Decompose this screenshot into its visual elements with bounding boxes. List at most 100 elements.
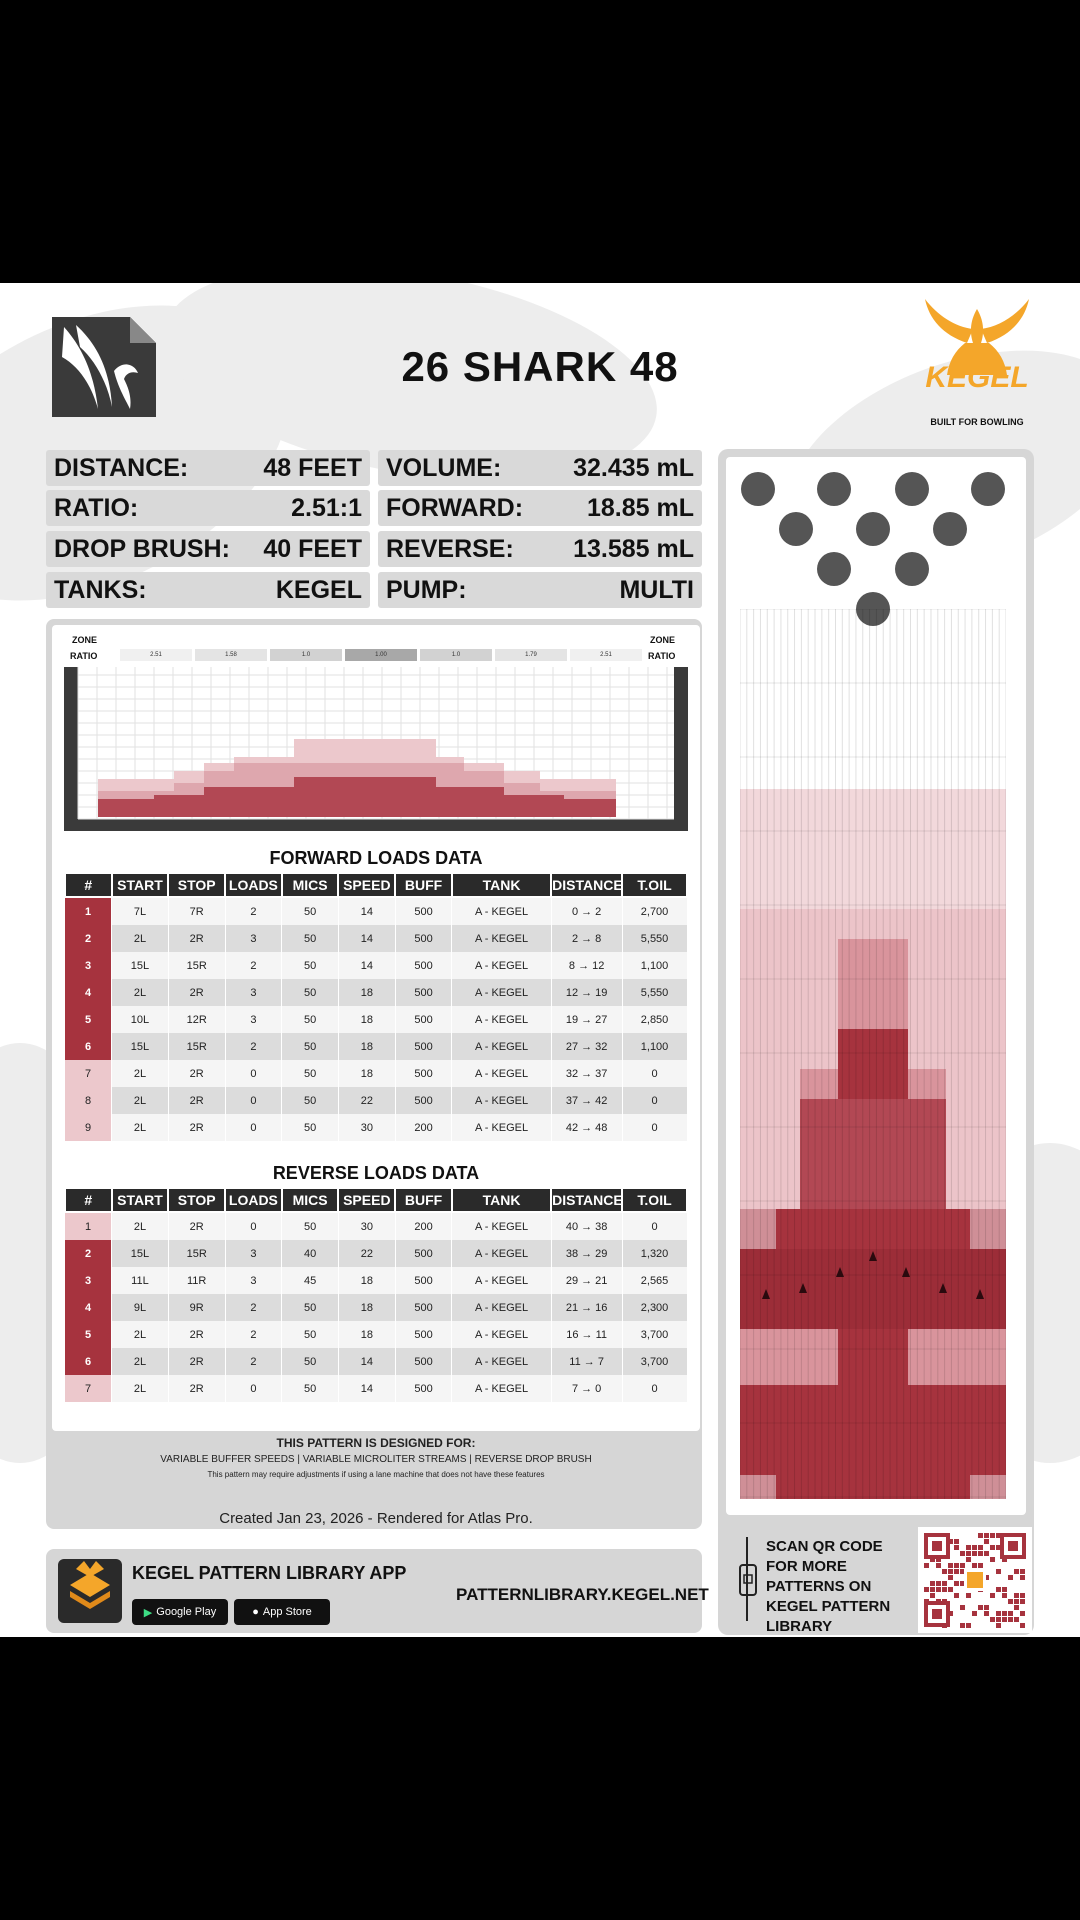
row-number-cell: 1 <box>65 1212 113 1240</box>
stat-label: DROP BRUSH: <box>54 534 230 563</box>
table-cell: 2L <box>111 1114 169 1141</box>
oil-profile-graph <box>64 667 688 831</box>
table-cell: 50 <box>281 897 339 925</box>
qr-module <box>1020 1623 1025 1628</box>
table-cell: 7 → 0 <box>551 1375 623 1402</box>
pin-6 <box>779 512 813 546</box>
table-cell: 14 <box>338 1375 396 1402</box>
table-cell: 14 <box>338 1348 396 1375</box>
row-number-cell: 5 <box>65 1006 113 1033</box>
google-play-button[interactable]: ▶ Google Play <box>132 1599 228 1625</box>
table-cell: 15L <box>111 1240 169 1267</box>
table-cell: 18 <box>338 1267 396 1294</box>
table-cell: A - KEGEL <box>451 1267 552 1294</box>
table-cell: 29 → 21 <box>551 1267 623 1294</box>
forward-loads-table: # START STOP LOADS MICS SPEED BUFF TANK DISTANCE… <box>64 872 688 1141</box>
qr-module <box>948 1587 953 1592</box>
row-number-cell: 2 <box>65 925 113 952</box>
app-store-button[interactable]: ● App Store <box>234 1599 330 1625</box>
table-cell: 2R <box>168 1087 226 1114</box>
table-cell: 3 <box>225 979 283 1006</box>
qr-module <box>984 1611 989 1616</box>
app-store-label: App Store <box>262 1606 312 1618</box>
qr-module <box>1014 1593 1019 1598</box>
table-row: 5 2L 2R 2 50 18 500 A - KEGEL 16 → 11 3,700 <box>65 1321 688 1348</box>
table-cell: A - KEGEL <box>451 952 552 979</box>
table-cell: 0 <box>225 1060 283 1087</box>
table-cell: 50 <box>281 1114 339 1141</box>
column-header: MICS <box>280 872 340 898</box>
table-cell: 2,700 <box>622 897 688 925</box>
table-cell: 2L <box>111 925 169 952</box>
pin-3 <box>817 552 851 586</box>
row-number-cell: 2 <box>65 1240 113 1267</box>
table-cell: 9L <box>111 1294 169 1321</box>
table-cell: 37 → 42 <box>551 1087 623 1114</box>
stat-value: 2.51:1 <box>291 493 362 522</box>
pin-7 <box>971 472 1005 506</box>
table-cell: 0 <box>225 1087 283 1114</box>
table-cell: 200 <box>395 1114 453 1141</box>
table-cell: 0 <box>622 1087 688 1114</box>
pattern-library-url[interactable]: PATTERNLIBRARY.KEGEL.NET <box>456 1585 709 1604</box>
table-cell: 50 <box>281 1033 339 1060</box>
table-row: 4 9L 9R 2 50 18 500 A - KEGEL 21 → 16 2,300 <box>65 1294 688 1321</box>
zone-ratio-cell: 1.79 <box>495 649 567 661</box>
qr-module <box>978 1533 983 1538</box>
stat-value: 48 FEET <box>263 453 362 482</box>
column-header: TANK <box>450 1187 553 1213</box>
table-cell: A - KEGEL <box>451 1006 552 1033</box>
row-number-cell: 4 <box>65 979 113 1006</box>
phoenix-logo-icon <box>925 299 1029 375</box>
qr-module <box>936 1557 941 1562</box>
qr-module <box>1020 1575 1025 1580</box>
row-number-cell: 5 <box>65 1321 113 1348</box>
stat-value: 18.85 mL <box>586 493 694 522</box>
pin-9 <box>817 472 851 506</box>
table-cell: A - KEGEL <box>451 1212 552 1240</box>
qr-module <box>996 1569 1001 1574</box>
table-cell: 21 → 16 <box>551 1294 623 1321</box>
row-number-cell: 9 <box>65 1114 113 1141</box>
table-cell: 2 <box>225 1348 283 1375</box>
qr-module <box>948 1575 953 1580</box>
column-header: LOADS <box>224 1187 283 1213</box>
table-cell: 3 <box>225 1006 283 1033</box>
designed-heading: THIS PATTERN IS DESIGNED FOR: <box>276 1436 476 1450</box>
qr-module <box>948 1611 953 1616</box>
zone-label-right: ZONE <box>650 635 676 645</box>
qr-module <box>954 1581 959 1586</box>
qr-module <box>996 1623 1001 1628</box>
table-cell: 18 <box>338 979 396 1006</box>
table-cell: 3,700 <box>622 1321 688 1348</box>
table-cell: 500 <box>395 1033 453 1060</box>
stat-pump: PUMP: MULTI <box>378 572 702 608</box>
qr-module <box>1014 1605 1019 1610</box>
pin-10 <box>741 472 775 506</box>
table-cell: 2 <box>225 1321 283 1348</box>
column-header: MICS <box>280 1187 340 1213</box>
column-header: STOP <box>167 872 227 898</box>
qr-module <box>984 1551 989 1556</box>
created-line: Created Jan 23, 2026 - Rendered for Atla… <box>219 1510 533 1527</box>
table-cell: 500 <box>395 1060 453 1087</box>
stat-value: 40 FEET <box>263 534 362 563</box>
table-cell: 2R <box>168 1348 226 1375</box>
qr-module <box>966 1551 971 1556</box>
designed-note: This pattern may require adjustments if … <box>207 1470 545 1479</box>
table-row: 3 11L 11R 3 45 18 500 A - KEGEL 29 → 21 2,565 <box>65 1267 688 1294</box>
qr-module <box>942 1587 947 1592</box>
qr-code[interactable] <box>918 1527 1032 1633</box>
table-cell: 32 → 37 <box>551 1060 623 1087</box>
qr-module <box>948 1539 953 1544</box>
stat-drop-brush: DROP BRUSH: 40 FEET <box>46 531 370 567</box>
ratio-label-left: RATIO <box>70 651 98 661</box>
table-cell: 2,850 <box>622 1006 688 1033</box>
table-cell: 3,700 <box>622 1348 688 1375</box>
table-cell: 500 <box>395 1294 453 1321</box>
qr-module <box>1002 1593 1007 1598</box>
stat-label: TANKS: <box>54 575 147 604</box>
table-cell: 500 <box>395 979 453 1006</box>
table-cell: 11 → 7 <box>551 1348 623 1375</box>
qr-module <box>978 1563 983 1568</box>
